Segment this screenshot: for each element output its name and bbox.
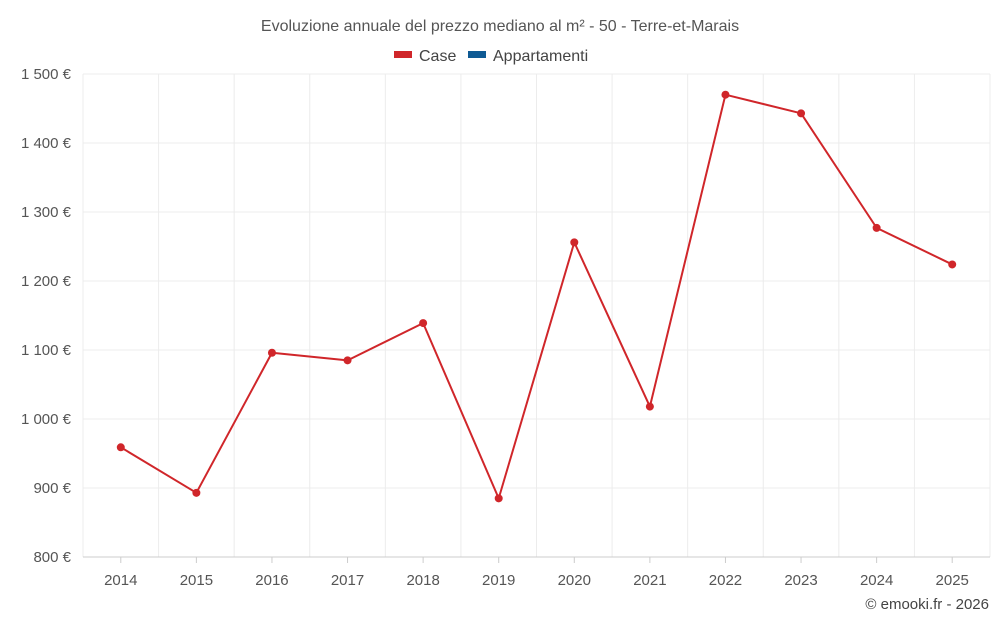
credit-text: © emooki.fr - 2026 xyxy=(865,596,989,613)
series xyxy=(116,90,957,503)
legend-label-case: Case xyxy=(419,48,456,65)
legend-swatch-case xyxy=(394,51,412,58)
legend-swatch-appartamenti xyxy=(468,51,486,58)
data-point[interactable] xyxy=(570,238,579,247)
x-axis: 2014 2015 2016 2017 2018 2019 2020 2021 2022 2023… xyxy=(83,556,990,589)
data-point[interactable] xyxy=(721,90,730,99)
y-tick-label: 1 200 € xyxy=(21,273,72,290)
x-tick-label: 2020 xyxy=(558,572,591,589)
y-tick-label: 1 000 € xyxy=(21,411,72,428)
x-tick-label: 2019 xyxy=(482,572,515,589)
y-tick-label: 1 100 € xyxy=(21,342,72,359)
x-tick-label: 2023 xyxy=(784,572,817,589)
legend: Case Appartamenti xyxy=(394,48,588,65)
y-axis: 800 € 900 € 1 000 € 1 100 € 1 200 € 1 300 € 1 … xyxy=(21,66,72,566)
data-point[interactable] xyxy=(948,260,957,269)
data-point[interactable] xyxy=(267,348,276,357)
y-tick-label: 1 300 € xyxy=(21,204,72,221)
x-tick-label: 2021 xyxy=(633,572,666,589)
data-point[interactable] xyxy=(645,402,654,411)
data-point[interactable] xyxy=(872,223,881,232)
data-point[interactable] xyxy=(116,443,125,452)
y-tick-label: 1 500 € xyxy=(21,66,72,83)
data-point[interactable] xyxy=(192,488,201,497)
legend-item-case[interactable]: Case xyxy=(394,48,456,65)
chart-title: Evoluzione annuale del prezzo mediano al… xyxy=(261,18,739,35)
x-tick-label: 2017 xyxy=(331,572,364,589)
x-tick-label: 2024 xyxy=(860,572,893,589)
legend-label-appartamenti: Appartamenti xyxy=(493,48,588,65)
grid xyxy=(82,73,991,557)
y-tick-label: 900 € xyxy=(33,480,71,497)
x-tick-label: 2018 xyxy=(406,572,439,589)
x-tick-label: 2025 xyxy=(936,572,969,589)
x-tick-label: 2015 xyxy=(180,572,213,589)
y-tick-label: 1 400 € xyxy=(21,135,72,152)
data-point[interactable] xyxy=(494,494,503,503)
x-tick-label: 2014 xyxy=(104,572,137,589)
data-point[interactable] xyxy=(797,109,806,118)
x-tick-label: 2022 xyxy=(709,572,742,589)
series-line-case xyxy=(120,93,953,500)
legend-item-appartamenti[interactable]: Appartamenti xyxy=(468,48,588,65)
data-point[interactable] xyxy=(419,319,428,328)
data-point[interactable] xyxy=(343,356,352,365)
y-tick-label: 800 € xyxy=(33,549,71,566)
x-tick-label: 2016 xyxy=(255,572,288,589)
